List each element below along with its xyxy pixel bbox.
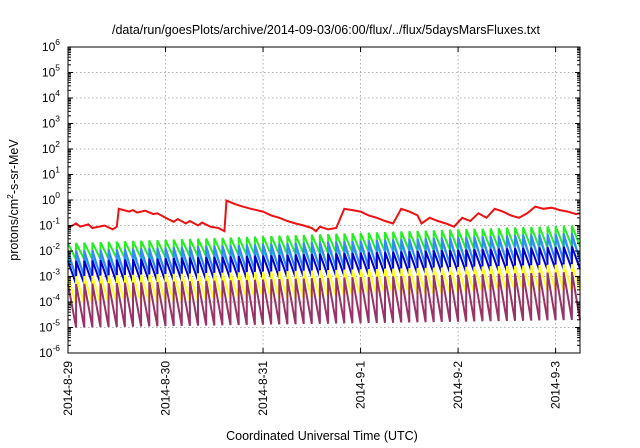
y-axis-label: protons/cm2-s-sr-MeV [5, 139, 21, 261]
y-tick-label-base: 10 [42, 168, 56, 182]
y-tick-label-exp: 2 [55, 139, 60, 149]
y-tick-label-base: 10 [42, 91, 56, 105]
series-layer [67, 199, 581, 328]
y-tick-label-base: 10 [39, 219, 53, 233]
y-tick-label-exp: 3 [55, 114, 60, 124]
y-tick-label-exp: 1 [55, 165, 60, 175]
y-tick-label-exp: -5 [52, 318, 60, 328]
y-axis-label-suffix: -s-sr-MeV [7, 139, 21, 195]
y-tick-label: 10-2 [39, 241, 60, 258]
y-tick-label: 10-6 [39, 343, 60, 360]
y-tick-label-exp: 0 [55, 190, 60, 200]
y-tick-label-exp: -4 [52, 292, 60, 302]
y-tick-label: 101 [42, 165, 60, 182]
x-tick-label: 2014-9-1 [354, 361, 368, 409]
y-tick-label-exp: -1 [52, 216, 60, 226]
y-tick-label-exp: -2 [52, 241, 60, 251]
y-tick-label: 103 [42, 114, 60, 131]
x-tick-label: 2014-8-30 [159, 361, 173, 416]
y-tick-label-exp: 6 [55, 37, 60, 47]
y-tick-label: 105 [42, 63, 60, 80]
series-line-1 [67, 199, 581, 233]
y-tick-label-exp: -6 [52, 343, 60, 353]
y-axis-label-sup: 2 [5, 194, 15, 199]
y-tick-label-exp: 4 [55, 88, 60, 98]
y-tick-label: 102 [42, 139, 60, 156]
y-tick-label-base: 10 [39, 295, 53, 309]
chart-title: /data/run/goesPlots/archive/2014-09-03/0… [112, 23, 541, 37]
x-tick-label: 2014-8-31 [256, 361, 270, 416]
y-tick-label-base: 10 [39, 244, 53, 258]
y-tick-label-exp: -3 [52, 267, 60, 277]
y-tick-label-base: 10 [42, 40, 56, 54]
y-tick-label-base: 10 [42, 117, 56, 131]
y-tick-label: 10-1 [39, 216, 60, 233]
series-line-6 [67, 263, 581, 305]
ticks: 10-610-510-410-310-210-11001011021031041… [39, 37, 580, 416]
y-tick-label-base: 10 [39, 270, 53, 284]
x-axis-label: Coordinated Universal Time (UTC) [226, 429, 418, 443]
y-tick-label: 106 [42, 37, 60, 54]
y-tick-label: 10-5 [39, 318, 60, 335]
y-tick-label-exp: 5 [55, 63, 60, 73]
y-tick-label-base: 10 [39, 321, 53, 335]
series-line-4 [67, 232, 581, 278]
y-tick-label-base: 10 [39, 346, 53, 360]
series-line-5 [67, 246, 581, 285]
y-tick-label-base: 10 [42, 66, 56, 80]
series-line-2 [67, 225, 581, 261]
svg-text:protons/cm2-s-sr-MeV: protons/cm2-s-sr-MeV [5, 139, 21, 261]
series-line-7 [67, 271, 581, 328]
y-tick-label: 10-4 [39, 292, 60, 309]
x-tick-label: 2014-9-2 [451, 361, 465, 409]
y-tick-label-base: 10 [42, 142, 56, 156]
x-tick-label: 2014-9-3 [549, 361, 563, 409]
y-tick-label-base: 10 [42, 193, 56, 207]
y-axis-label-prefix: protons/cm [7, 199, 21, 261]
y-tick-label: 10-3 [39, 267, 60, 284]
y-tick-label: 104 [42, 88, 60, 105]
x-tick-label: 2014-8-29 [61, 361, 75, 416]
y-tick-label: 100 [42, 190, 60, 207]
